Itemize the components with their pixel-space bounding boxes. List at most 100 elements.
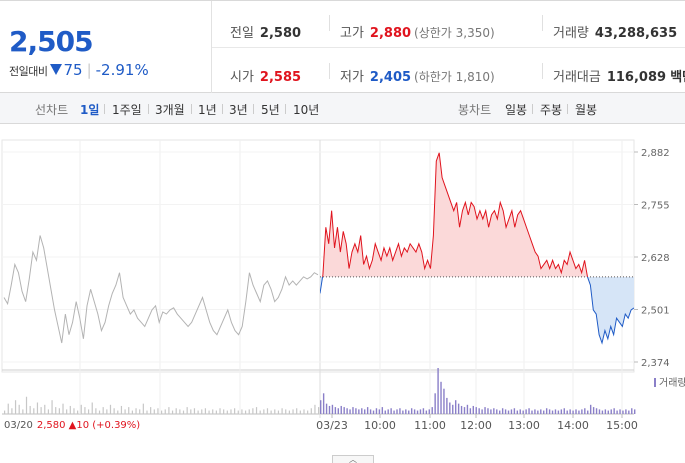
tab-separator: [222, 104, 223, 114]
today-volume-bar: [584, 408, 586, 414]
prev-volume-bar: [237, 410, 239, 414]
prev-volume-bar: [171, 410, 174, 414]
tab-5-years[interactable]: 5년: [261, 103, 280, 117]
today-volume-bar: [425, 410, 428, 414]
tab-separator: [532, 104, 533, 114]
today-volume-bar: [499, 410, 501, 414]
tab-monthly-candle[interactable]: 월봉: [575, 103, 598, 117]
amount-value: 116,089: [606, 70, 667, 85]
x-axis-labels: 03/23 10:00 11:00 12:00 13:00 14:00 15:00: [316, 419, 638, 432]
prev-volume-bar: [66, 409, 68, 414]
today-volume-bar: [634, 409, 636, 414]
tab-3-years[interactable]: 3년: [229, 103, 248, 117]
change-row: 전일대비 75 | -2.91%: [9, 61, 149, 79]
expand-chart-handle[interactable]: ︿: [332, 455, 374, 463]
open-cell: 시가 2,585: [230, 66, 301, 85]
prev-volume-bar: [204, 408, 207, 414]
today-volume-bar: [328, 405, 331, 414]
today-volume-bar: [525, 409, 527, 414]
today-volume-bar: [454, 400, 457, 414]
prev-volume-bar: [58, 408, 60, 414]
today-volume-bar: [619, 409, 621, 414]
today-volume-bar: [452, 404, 454, 414]
tab-3-months[interactable]: 3개월: [155, 103, 185, 117]
prev-volume-bar: [109, 404, 112, 414]
prev-volume-bar: [128, 407, 130, 414]
today-volume-bar: [531, 410, 533, 414]
tab-1-year[interactable]: 1년: [198, 103, 217, 117]
today-volume-bar: [507, 410, 510, 414]
today-volume-bar: [490, 409, 492, 414]
volume-cell: 거래량 43,288,635: [553, 22, 677, 41]
prev-volume-bar: [299, 410, 301, 414]
up-area: [322, 152, 588, 277]
chevron-up-icon: ︿: [349, 455, 357, 463]
prev-volume-bar: [234, 408, 236, 414]
today-volume-bar: [604, 409, 607, 414]
prev-volume-bar: [73, 408, 75, 414]
prev-volume-bar: [255, 407, 258, 414]
prev-volume-bar: [310, 408, 312, 414]
tab-weekly-candle[interactable]: 주봉: [540, 103, 563, 117]
prev-volume-bar: [98, 410, 101, 414]
prev-volume-bar: [131, 410, 133, 414]
today-volume-bar: [545, 408, 548, 414]
today-volume-bar: [631, 408, 633, 414]
prev-volume-bar: [124, 409, 126, 414]
prev-volume-bar: [193, 408, 196, 414]
today-volume-bar: [628, 410, 630, 414]
prev-volume-bar: [120, 405, 123, 414]
open-value: 2,585: [259, 70, 302, 85]
today-volume-bar: [625, 409, 627, 414]
today-volume-bar: [355, 408, 357, 414]
tab-10-years[interactable]: 10년: [293, 103, 320, 117]
today-volume-bar: [466, 404, 469, 414]
prev-volume-bar: [175, 408, 177, 414]
today-volume-bar: [496, 409, 498, 414]
candle-chart-label: 봉차트: [458, 103, 492, 117]
change-rate: -2.91%: [95, 61, 149, 79]
x-tick-label: 13:00: [508, 419, 540, 432]
chart-area-fills: [320, 152, 634, 343]
prev-volume-bar: [18, 404, 20, 414]
prev-volume-bar: [69, 405, 71, 414]
quote-panel: 2,505 전일대비 75 | -2.91% 전일 2,580 고가 2,880 (상한가 …: [0, 0, 685, 93]
tab-daily-candle[interactable]: 일봉: [505, 103, 528, 117]
prev-volume-bar: [135, 408, 137, 414]
today-volume-bar: [587, 410, 589, 414]
prev-volume-bar: [208, 410, 210, 414]
today-volume-bar: [366, 407, 369, 414]
today-volume-bar: [566, 410, 568, 414]
y-tick-label: 2,755: [641, 201, 670, 212]
price-chart[interactable]: 2,882 2,755 2,628 2,501 2,374 03/23 10:00 11:0…: [0, 124, 685, 434]
today-volume-bar: [364, 409, 366, 414]
x-tick-label: 15:00: [606, 419, 638, 432]
tab-1-day[interactable]: 1일: [80, 103, 100, 117]
prev-volume-bar: [248, 409, 250, 414]
plot-frame: [1, 139, 635, 373]
prev-day-change: ▲10 (+0.39%): [68, 420, 141, 431]
today-volume-bar: [481, 409, 483, 414]
prev-volume-bar: [139, 409, 141, 414]
prev-volume-bar: [40, 407, 42, 414]
today-volume-bar: [592, 407, 595, 414]
today-volume-bar: [410, 408, 413, 414]
prev-volume-bar: [281, 408, 283, 414]
prev-volume-bar: [223, 409, 225, 414]
today-volume-bar: [513, 408, 516, 414]
prev-volume-bar: [80, 404, 82, 414]
volume-legend-label: 거래량: [659, 377, 685, 389]
prev-volume-bar: [55, 407, 57, 414]
prev-volume-bar: [87, 409, 90, 414]
today-volume-bar: [325, 403, 328, 414]
today-volume-bar: [405, 409, 407, 414]
prev-volume-bar: [14, 400, 17, 414]
tab-1-week[interactable]: 1주일: [112, 103, 142, 117]
today-volume-bar: [384, 410, 386, 414]
tab-separator: [191, 104, 192, 114]
change-separator: |: [86, 61, 92, 79]
today-volume-bar: [343, 407, 345, 414]
chart-lines: [3, 152, 634, 345]
amount-label: 거래대금: [553, 70, 601, 85]
today-volume-bar: [610, 409, 612, 414]
